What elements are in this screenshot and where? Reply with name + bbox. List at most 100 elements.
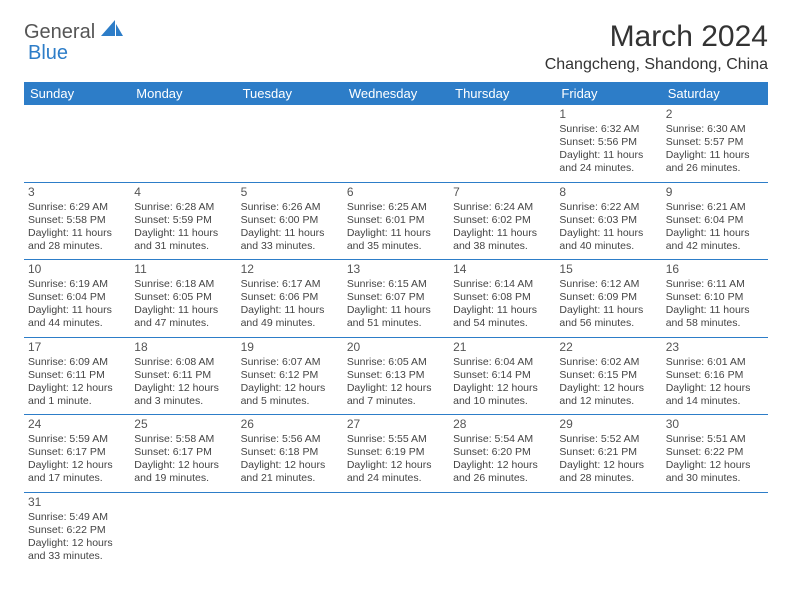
daylight-line: and 3 minutes. xyxy=(134,395,232,408)
daylight-line: Daylight: 12 hours xyxy=(453,382,551,395)
daylight-line: and 26 minutes. xyxy=(453,472,551,485)
sunrise-line: Sunrise: 6:30 AM xyxy=(666,123,764,136)
sunset-line: Sunset: 6:05 PM xyxy=(134,291,232,304)
daylight-line: Daylight: 11 hours xyxy=(347,304,445,317)
day-number: 6 xyxy=(347,185,445,200)
calendar-row: 1Sunrise: 6:32 AMSunset: 5:56 PMDaylight… xyxy=(24,105,768,182)
day-number: 5 xyxy=(241,185,339,200)
sunrise-line: Sunrise: 6:01 AM xyxy=(666,356,764,369)
day-number: 20 xyxy=(347,340,445,355)
daylight-line: and 54 minutes. xyxy=(453,317,551,330)
calendar-cell-empty xyxy=(130,492,236,569)
daylight-line: and 33 minutes. xyxy=(241,240,339,253)
sunrise-line: Sunrise: 5:55 AM xyxy=(347,433,445,446)
calendar-cell: 6Sunrise: 6:25 AMSunset: 6:01 PMDaylight… xyxy=(343,182,449,260)
calendar-cell-empty xyxy=(130,105,236,182)
sunrise-line: Sunrise: 5:49 AM xyxy=(28,511,126,524)
day-number: 26 xyxy=(241,417,339,432)
daylight-line: Daylight: 12 hours xyxy=(559,459,657,472)
calendar-row: 31Sunrise: 5:49 AMSunset: 6:22 PMDayligh… xyxy=(24,492,768,569)
day-number: 24 xyxy=(28,417,126,432)
day-number: 31 xyxy=(28,495,126,510)
day-number: 27 xyxy=(347,417,445,432)
daylight-line: and 58 minutes. xyxy=(666,317,764,330)
daylight-line: and 33 minutes. xyxy=(28,550,126,563)
calendar-cell: 10Sunrise: 6:19 AMSunset: 6:04 PMDayligh… xyxy=(24,260,130,338)
sunset-line: Sunset: 6:13 PM xyxy=(347,369,445,382)
sunrise-line: Sunrise: 6:09 AM xyxy=(28,356,126,369)
calendar-cell-empty xyxy=(237,492,343,569)
daylight-line: Daylight: 11 hours xyxy=(347,227,445,240)
day-number: 11 xyxy=(134,262,232,277)
daylight-line: Daylight: 12 hours xyxy=(453,459,551,472)
sunrise-line: Sunrise: 5:59 AM xyxy=(28,433,126,446)
calendar-body: 1Sunrise: 6:32 AMSunset: 5:56 PMDaylight… xyxy=(24,105,768,569)
daylight-line: Daylight: 11 hours xyxy=(453,304,551,317)
daylight-line: Daylight: 11 hours xyxy=(453,227,551,240)
calendar-row: 10Sunrise: 6:19 AMSunset: 6:04 PMDayligh… xyxy=(24,260,768,338)
daylight-line: Daylight: 11 hours xyxy=(666,149,764,162)
daylight-line: and 21 minutes. xyxy=(241,472,339,485)
sunrise-line: Sunrise: 6:17 AM xyxy=(241,278,339,291)
calendar-cell: 29Sunrise: 5:52 AMSunset: 6:21 PMDayligh… xyxy=(555,415,661,493)
daylight-line: and 7 minutes. xyxy=(347,395,445,408)
sunset-line: Sunset: 6:22 PM xyxy=(28,524,126,537)
sunset-line: Sunset: 6:08 PM xyxy=(453,291,551,304)
daylight-line: Daylight: 12 hours xyxy=(347,382,445,395)
day-number: 13 xyxy=(347,262,445,277)
calendar-cell: 4Sunrise: 6:28 AMSunset: 5:59 PMDaylight… xyxy=(130,182,236,260)
sunset-line: Sunset: 6:03 PM xyxy=(559,214,657,227)
sunset-line: Sunset: 5:57 PM xyxy=(666,136,764,149)
calendar-cell: 9Sunrise: 6:21 AMSunset: 6:04 PMDaylight… xyxy=(662,182,768,260)
day-number: 9 xyxy=(666,185,764,200)
daylight-line: Daylight: 11 hours xyxy=(28,227,126,240)
calendar-cell: 25Sunrise: 5:58 AMSunset: 6:17 PMDayligh… xyxy=(130,415,236,493)
day-header: Tuesday xyxy=(237,82,343,105)
calendar-cell: 24Sunrise: 5:59 AMSunset: 6:17 PMDayligh… xyxy=(24,415,130,493)
day-number: 8 xyxy=(559,185,657,200)
calendar-row: 3Sunrise: 6:29 AMSunset: 5:58 PMDaylight… xyxy=(24,182,768,260)
sunrise-line: Sunrise: 6:04 AM xyxy=(453,356,551,369)
day-number: 2 xyxy=(666,107,764,122)
daylight-line: and 28 minutes. xyxy=(28,240,126,253)
daylight-line: and 17 minutes. xyxy=(28,472,126,485)
sunrise-line: Sunrise: 5:56 AM xyxy=(241,433,339,446)
daylight-line: and 49 minutes. xyxy=(241,317,339,330)
sunrise-line: Sunrise: 6:21 AM xyxy=(666,201,764,214)
daylight-line: Daylight: 12 hours xyxy=(347,459,445,472)
daylight-line: and 38 minutes. xyxy=(453,240,551,253)
calendar-cell: 3Sunrise: 6:29 AMSunset: 5:58 PMDaylight… xyxy=(24,182,130,260)
day-header: Saturday xyxy=(662,82,768,105)
sunrise-line: Sunrise: 6:28 AM xyxy=(134,201,232,214)
day-number: 28 xyxy=(453,417,551,432)
calendar-cell: 18Sunrise: 6:08 AMSunset: 6:11 PMDayligh… xyxy=(130,337,236,415)
day-header: Thursday xyxy=(449,82,555,105)
day-number: 1 xyxy=(559,107,657,122)
calendar-cell: 23Sunrise: 6:01 AMSunset: 6:16 PMDayligh… xyxy=(662,337,768,415)
calendar-cell-empty xyxy=(237,105,343,182)
sunrise-line: Sunrise: 5:58 AM xyxy=(134,433,232,446)
daylight-line: and 51 minutes. xyxy=(347,317,445,330)
day-header: Monday xyxy=(130,82,236,105)
day-number: 15 xyxy=(559,262,657,277)
calendar-cell-empty xyxy=(449,105,555,182)
daylight-line: Daylight: 11 hours xyxy=(134,304,232,317)
calendar-cell: 11Sunrise: 6:18 AMSunset: 6:05 PMDayligh… xyxy=(130,260,236,338)
sunrise-line: Sunrise: 6:14 AM xyxy=(453,278,551,291)
calendar-cell: 15Sunrise: 6:12 AMSunset: 6:09 PMDayligh… xyxy=(555,260,661,338)
sunrise-line: Sunrise: 6:26 AM xyxy=(241,201,339,214)
title-block: March 2024 Changcheng, Shandong, China xyxy=(545,20,768,74)
day-header: Friday xyxy=(555,82,661,105)
sunset-line: Sunset: 6:21 PM xyxy=(559,446,657,459)
daylight-line: and 44 minutes. xyxy=(28,317,126,330)
sunrise-line: Sunrise: 6:12 AM xyxy=(559,278,657,291)
calendar-cell: 14Sunrise: 6:14 AMSunset: 6:08 PMDayligh… xyxy=(449,260,555,338)
sunrise-line: Sunrise: 5:51 AM xyxy=(666,433,764,446)
day-number: 17 xyxy=(28,340,126,355)
day-number: 3 xyxy=(28,185,126,200)
sunset-line: Sunset: 6:07 PM xyxy=(347,291,445,304)
daylight-line: and 30 minutes. xyxy=(666,472,764,485)
calendar-table: SundayMondayTuesdayWednesdayThursdayFrid… xyxy=(24,82,768,569)
sunset-line: Sunset: 6:19 PM xyxy=(347,446,445,459)
calendar-cell-empty xyxy=(343,105,449,182)
